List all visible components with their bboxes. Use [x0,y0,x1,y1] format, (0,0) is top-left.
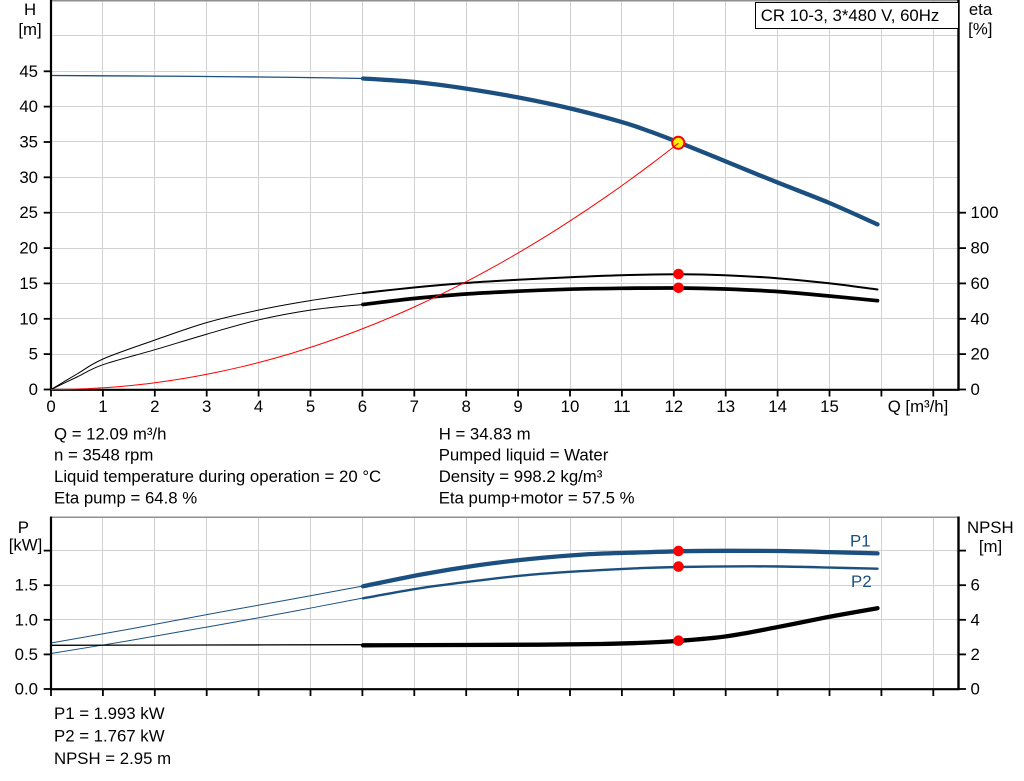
svg-text:15: 15 [820,397,839,416]
svg-text:40: 40 [971,309,990,328]
svg-text:n = 3548 rpm: n = 3548 rpm [54,446,153,465]
svg-text:10: 10 [19,309,38,328]
svg-text:Density = 998.2 kg/m³: Density = 998.2 kg/m³ [439,467,603,486]
svg-text:eta: eta [969,0,993,19]
svg-text:Eta pump = 64.8 %: Eta pump = 64.8 % [54,488,197,507]
svg-text:0: 0 [46,397,55,416]
svg-text:P1 = 1.993 kW: P1 = 1.993 kW [54,704,165,723]
svg-text:P: P [18,518,29,537]
svg-text:[%]: [%] [968,20,992,39]
svg-text:0.0: 0.0 [15,680,38,699]
svg-text:13: 13 [716,397,735,416]
svg-text:7: 7 [410,397,419,416]
svg-text:60: 60 [971,274,990,293]
svg-text:20: 20 [19,239,38,258]
svg-text:100: 100 [971,203,999,222]
svg-text:80: 80 [971,239,990,258]
svg-text:8: 8 [462,397,471,416]
svg-text:5: 5 [29,345,38,364]
svg-text:6: 6 [971,576,980,595]
svg-text:35: 35 [19,132,38,151]
svg-text:P2 = 1.767 kW: P2 = 1.767 kW [54,727,165,746]
svg-text:[m]: [m] [979,537,1002,556]
svg-text:2: 2 [150,397,159,416]
svg-text:Pumped liquid = Water: Pumped liquid = Water [439,446,609,465]
svg-text:Q [m³/h]: Q [m³/h] [888,397,949,416]
svg-text:1.0: 1.0 [15,610,38,629]
svg-text:0: 0 [971,380,980,399]
svg-text:CR 10-3, 3*480 V, 60Hz: CR 10-3, 3*480 V, 60Hz [761,6,940,25]
svg-text:12: 12 [664,397,683,416]
svg-text:4: 4 [254,397,263,416]
svg-text:40: 40 [19,97,38,116]
svg-text:11: 11 [613,397,630,416]
svg-text:P2: P2 [851,572,872,591]
svg-text:Q = 12.09 m³/h: Q = 12.09 m³/h [54,424,166,443]
svg-text:NPSH = 2.95 m: NPSH = 2.95 m [54,749,171,768]
svg-text:30: 30 [19,168,38,187]
svg-text:H = 34.83 m: H = 34.83 m [439,424,531,443]
svg-text:4: 4 [971,610,980,629]
svg-text:0: 0 [971,680,980,699]
svg-text:45: 45 [19,62,38,81]
svg-text:3: 3 [202,397,211,416]
svg-text:25: 25 [19,203,38,222]
svg-text:15: 15 [19,274,38,293]
svg-text:14: 14 [768,397,787,416]
svg-text:NPSH: NPSH [967,518,1014,537]
svg-text:Eta pump+motor = 57.5 %: Eta pump+motor = 57.5 % [439,488,635,507]
svg-text:6: 6 [358,397,367,416]
svg-text:[m]: [m] [18,20,41,39]
svg-text:20: 20 [971,345,990,364]
svg-text:H: H [24,0,36,19]
svg-text:P1: P1 [850,531,871,550]
svg-text:1: 1 [98,397,107,416]
svg-text:0: 0 [29,380,38,399]
svg-text:5: 5 [306,397,315,416]
svg-text:1.5: 1.5 [15,576,38,595]
svg-text:[kW]: [kW] [9,536,43,555]
svg-text:Liquid temperature during oper: Liquid temperature during operation = 20… [54,467,381,486]
svg-text:2: 2 [971,645,980,664]
svg-text:10: 10 [561,397,580,416]
svg-text:0.5: 0.5 [15,645,38,664]
svg-text:9: 9 [513,397,522,416]
